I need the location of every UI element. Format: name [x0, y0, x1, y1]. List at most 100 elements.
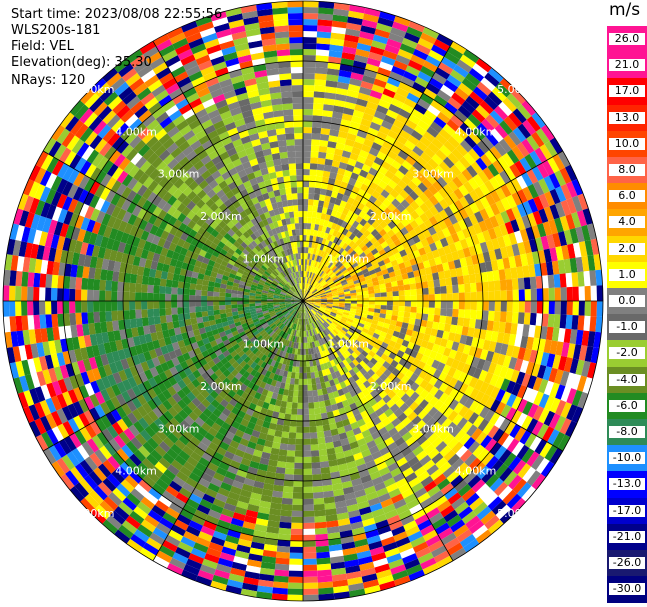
gate-cell: [443, 217, 453, 228]
gate-cell: [440, 254, 448, 264]
gate-cell: [560, 402, 572, 419]
gate-cell: [410, 200, 420, 211]
gate-cell: [137, 524, 153, 538]
gate-cell: [307, 293, 313, 298]
gate-cell: [356, 248, 364, 256]
gate-cell: [316, 284, 322, 290]
gate-cell: [323, 393, 330, 401]
gate-cell: [355, 288, 363, 293]
gate-cell: [294, 336, 298, 343]
gate-cell: [485, 239, 495, 252]
gate-cell: [519, 360, 529, 374]
gate-cell: [308, 408, 315, 415]
gate-cell: [420, 93, 434, 105]
gate-cell: [495, 504, 511, 520]
gate-cell: [371, 116, 384, 126]
gate-cell: [261, 331, 268, 338]
gate-cell: [391, 315, 398, 321]
gate-cell: [380, 296, 387, 301]
gate-cell: [165, 485, 179, 498]
gate-cell: [273, 294, 280, 298]
gate-cell: [214, 314, 221, 320]
gate-cell: [565, 164, 578, 182]
gate-cell: [105, 280, 113, 291]
gate-cell: [371, 373, 380, 382]
gate-cell: [337, 426, 346, 435]
gate-cell: [387, 211, 397, 221]
gate-cell: [449, 268, 458, 278]
gate-cell: [234, 550, 250, 560]
gate-cell: [250, 376, 258, 385]
gate-cell: [483, 218, 494, 230]
gate-cell: [225, 497, 239, 507]
gate-cell: [495, 187, 507, 201]
gate-cell: [531, 454, 545, 471]
gate-cell: [499, 120, 513, 135]
gate-cell: [272, 587, 288, 595]
gate-cell: [571, 272, 579, 287]
gate-cell: [151, 235, 161, 246]
gate-cell: [306, 277, 310, 284]
gate-cell: [249, 301, 256, 304]
gate-cell: [554, 287, 561, 301]
gate-cell: [201, 301, 208, 307]
gate-cell: [330, 38, 345, 47]
gate-cell: [335, 313, 343, 319]
gate-cell: [120, 461, 134, 475]
gate-cell: [141, 284, 148, 293]
gate-cell: [278, 330, 284, 337]
gate-cell: [238, 375, 247, 384]
gate-cell: [361, 255, 369, 262]
gate-cell: [411, 176, 422, 187]
gate-cell: [180, 536, 196, 548]
gate-cell: [204, 553, 220, 564]
gate-cell: [314, 79, 327, 87]
gate-cell: [291, 296, 298, 300]
gate-cell: [279, 406, 287, 414]
gate-cell: [337, 308, 345, 312]
gate-cell: [522, 466, 536, 483]
gate-cell: [415, 282, 423, 290]
gate-cell: [447, 136, 460, 149]
gate-cell: [267, 320, 274, 326]
gate-cell: [399, 547, 416, 559]
gate-cell: [417, 262, 425, 270]
gate-cell: [279, 521, 292, 529]
gate-cell: [371, 142, 382, 152]
gate-cell: [243, 291, 250, 296]
gate-cell: [243, 309, 251, 314]
gate-cell: [12, 346, 22, 363]
gate-cell: [377, 17, 394, 28]
gate-cell: [303, 229, 307, 236]
gate-cell: [94, 234, 104, 247]
gate-cell: [440, 106, 454, 120]
gate-cell: [397, 311, 405, 317]
gate-cell: [479, 208, 490, 221]
gate-cell: [280, 331, 285, 338]
gate-cell: [404, 306, 411, 313]
gate-cell: [70, 324, 78, 338]
gate-cell: [133, 216, 143, 228]
gate-cell: [387, 266, 395, 274]
gate-cell: [431, 153, 443, 166]
gate-cell: [274, 327, 281, 334]
gate-cell: [355, 231, 364, 239]
gate-cell: [307, 305, 312, 310]
gate-cell: [263, 544, 278, 552]
gate-cell: [183, 338, 191, 347]
gate-cell: [213, 262, 221, 269]
gate-cell: [51, 380, 63, 396]
gate-cell: [306, 283, 309, 290]
gate-cell: [324, 259, 330, 266]
gate-cell: [238, 495, 251, 504]
gate-cell: [173, 266, 182, 275]
gate-cell: [347, 338, 355, 346]
gate-cell: [454, 351, 463, 362]
gate-cell: [477, 418, 490, 432]
gate-cell: [197, 441, 209, 452]
gate-cell: [440, 301, 447, 309]
gate-cell: [356, 438, 367, 447]
gate-cell: [249, 298, 256, 301]
gate-cell: [470, 309, 477, 320]
gate-cell: [540, 461, 555, 478]
